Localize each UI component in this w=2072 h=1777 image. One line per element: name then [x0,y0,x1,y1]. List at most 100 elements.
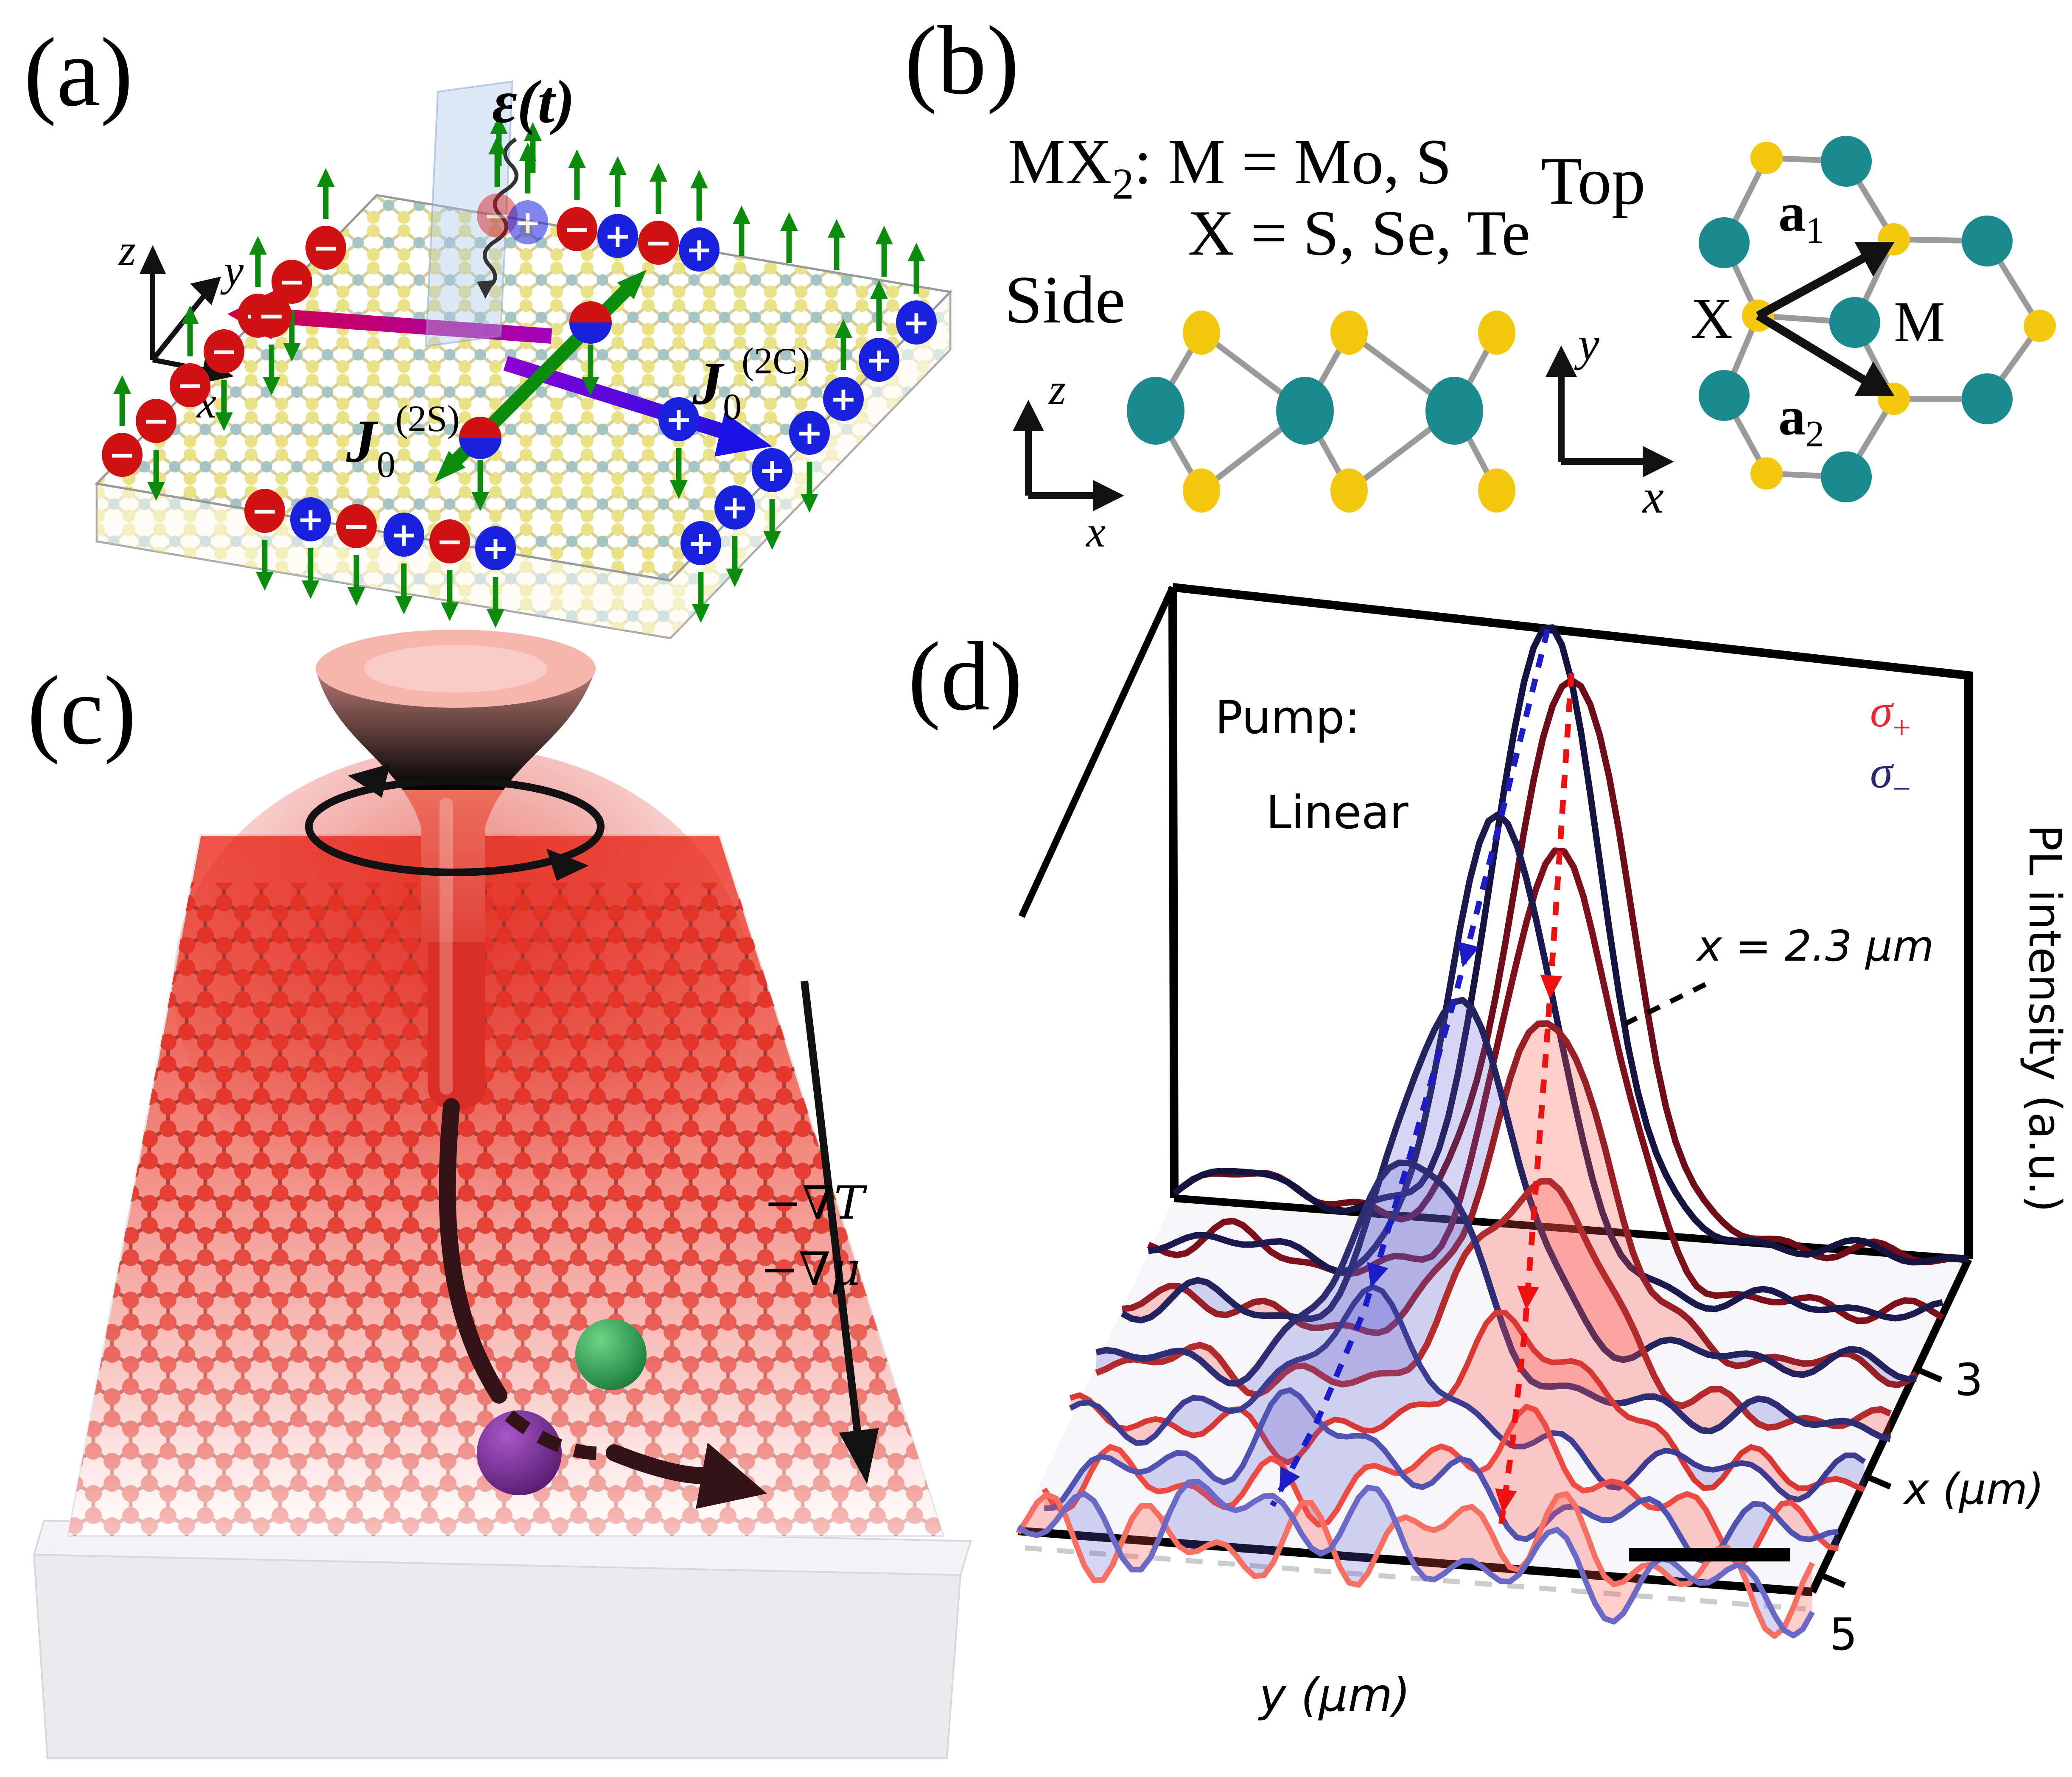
spin-arrow-down [670,448,688,499]
hole-sphere [477,1410,562,1495]
positive-charge-icon: + [597,214,638,258]
trace-sigma-minus [1069,1284,1866,1502]
spin-arrow-up [733,205,750,256]
svg-text:+: + [796,414,823,451]
spin-arrow-down [347,555,365,606]
positive-charge-icon: + [475,526,516,570]
spin-arrow-up [113,375,131,426]
y-axis-label: y (μm) [1258,1669,1410,1722]
spin-arrow-down [283,311,301,362]
trace-sigma-minus [1120,997,1917,1382]
laser-beam [316,630,596,1110]
spin-arrow-down [395,563,413,614]
svg-text:−: − [210,332,238,370]
spin-arrow-up [780,212,798,263]
efield-label: ε(t) [492,68,575,136]
atom-x-label: X [1691,287,1733,350]
annotation-leader [1614,982,1707,1031]
svg-text:−: − [312,229,339,266]
trace-sigma-plus [1042,1404,1839,1565]
spin-arrow-up [828,219,846,270]
gradient-arrow [801,980,879,1484]
mx2-formula-line1: MX2: M = Mo, S [1008,126,1452,208]
a2-vector-label: a2 [1778,386,1824,455]
atom-m-label: M [1894,290,1945,354]
negative-charge-icon: − [272,260,312,304]
spin-arrow-down [302,548,319,599]
spin-arrow-down [582,345,599,395]
waterfall-traces [1016,624,1969,1639]
panel-d: (d) x = 2.3 μm Pump: Linear σ+ σ− [908,583,2071,1722]
svg-text:+: + [903,303,930,341]
panel-c: (c) [27,630,972,1759]
negative-charge-icon: − [244,489,285,533]
negative-charge-icon: − [305,226,346,270]
top-view-structure [1699,136,2056,502]
svg-text:+: + [759,451,786,489]
transport-arrow-dashed [504,1410,615,1460]
svg-text:−: − [436,522,463,560]
scale-bar [1629,1548,1790,1561]
panel-d-label: (d) [908,622,1023,731]
trace-sigma-plus [1095,1178,1892,1431]
axis-x-label-b-top: x [1642,471,1664,523]
trace-sigma-plus [1016,1491,1815,1639]
j2s-label: J0(2S) [346,398,460,485]
panel-c-label: (c) [27,656,137,765]
fill-sigma-minus [1018,1481,1812,1636]
svg-text:+: + [665,400,692,438]
spin-arrow-up [609,156,627,207]
svg-text:−: − [343,507,370,545]
axes-b-side [1013,400,1124,511]
x-tick-3 [1916,1367,1943,1383]
x-tick-5 [1820,1572,1846,1588]
spin-arrow-up [870,280,888,331]
polarization-ring-arrow [305,764,605,881]
positive-charge-icon: + [679,227,720,272]
legend-sigma-plus: σ+ [1870,686,1911,746]
grad-mu-label: −∇μ [760,1243,860,1296]
spin-arrow-up [875,226,893,277]
svg-text:+: + [865,341,893,378]
positive-charge-icon: + [789,411,830,455]
spin-arrow-down [726,536,744,587]
exciton-pair-icon [459,417,501,459]
svg-text:−: − [278,263,305,300]
spin-arrow-down [487,577,504,628]
panel-b: (b) MX2: M = Mo, S X = S, Se, Te Side To… [904,6,2056,556]
peak-drift-arrow-sigma-plus [1495,673,1574,1527]
spin-arrow-up [317,168,335,219]
grad-T-label: −∇T [764,1177,868,1230]
electron-sphere [575,1319,647,1390]
fill-sigma-minus [1070,1287,1865,1490]
x-tick-3-label: 3 [1955,1354,1983,1406]
transport-arrow-head [606,1443,767,1509]
photon-wave-icon [477,137,519,299]
panel-b-label: (b) [904,6,1019,115]
peak-drift-arrow-sigma-minus [1270,628,1551,1507]
positive-charge-icon: + [823,377,864,421]
spin-arrow-up [690,170,708,221]
svg-text:−: − [109,436,136,474]
trace-sigma-minus [1148,811,1943,1322]
sample-flake [67,747,945,1537]
spin-arrow-down [256,540,274,591]
x-tick-5-label: 5 [1829,1609,1857,1660]
j2c-label: J0(2C) [692,341,810,428]
spin-arrow-down [215,380,233,431]
pump-mode-label: Linear [1266,786,1408,839]
positive-charge-icon: + [507,200,548,244]
svg-text:−: − [484,196,511,234]
svg-text:−: − [251,492,278,530]
svg-text:−: − [176,366,204,404]
negative-charge-icon: − [557,207,597,251]
spin-arrow-up [181,306,199,356]
spin-arrow-up [650,163,667,214]
fill-sigma-minus [1044,1390,1839,1562]
spin-arrow-up [249,236,267,287]
positive-charge-icon: + [384,513,424,557]
spin-arrow-down [471,460,489,511]
panel-a-label: (a) [24,18,133,127]
axis-z-label-a: z [118,226,136,275]
